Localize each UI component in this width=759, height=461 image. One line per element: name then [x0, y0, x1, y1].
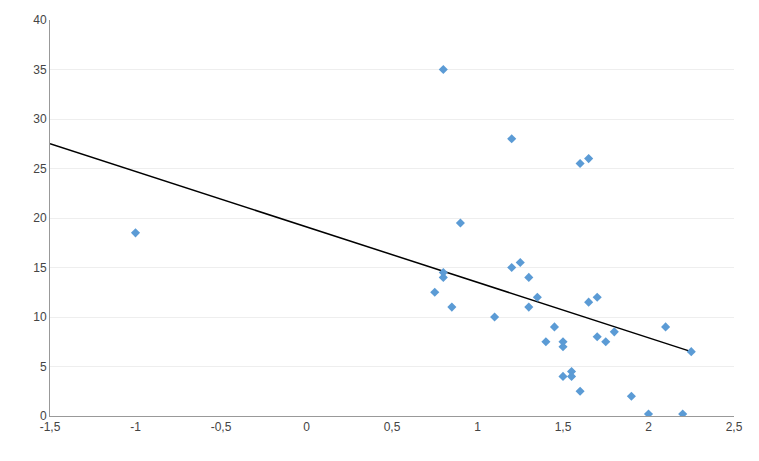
- svg-text:1,5: 1,5: [555, 420, 572, 434]
- svg-text:5: 5: [40, 360, 47, 374]
- svg-text:-1,5: -1,5: [40, 420, 61, 434]
- svg-text:40: 40: [33, 13, 47, 27]
- svg-text:1: 1: [474, 420, 481, 434]
- svg-text:35: 35: [33, 63, 47, 77]
- svg-text:-0,5: -0,5: [211, 420, 232, 434]
- svg-text:2,5: 2,5: [726, 420, 743, 434]
- svg-text:15: 15: [33, 261, 47, 275]
- svg-text:0: 0: [40, 409, 47, 423]
- svg-text:25: 25: [33, 162, 47, 176]
- svg-text:30: 30: [33, 112, 47, 126]
- svg-text:10: 10: [33, 310, 47, 324]
- svg-text:0: 0: [303, 420, 310, 434]
- svg-text:20: 20: [33, 211, 47, 225]
- svg-text:0,5: 0,5: [384, 420, 401, 434]
- svg-text:2: 2: [645, 420, 652, 434]
- svg-text:-1: -1: [130, 420, 141, 434]
